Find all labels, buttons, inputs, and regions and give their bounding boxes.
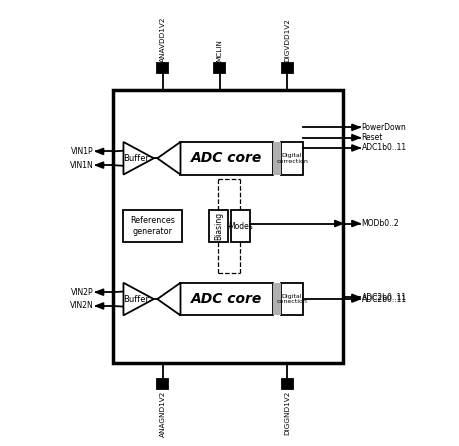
Text: Digital
correction: Digital correction xyxy=(275,153,308,164)
Bar xyxy=(280,283,302,315)
Bar xyxy=(213,63,225,73)
Text: DIGVDD1V2: DIGVDD1V2 xyxy=(284,18,290,62)
Text: References
generator: References generator xyxy=(130,216,175,236)
Text: PowerDown: PowerDown xyxy=(361,123,405,132)
Text: VIN2P: VIN2P xyxy=(71,288,94,297)
Polygon shape xyxy=(351,294,359,301)
Bar xyxy=(208,210,227,243)
Bar xyxy=(281,379,292,389)
Text: DIGGND1V2: DIGGND1V2 xyxy=(284,390,290,435)
Polygon shape xyxy=(157,142,180,174)
Bar xyxy=(230,210,249,243)
Polygon shape xyxy=(351,124,359,131)
Polygon shape xyxy=(95,148,103,154)
Bar xyxy=(281,63,292,73)
Polygon shape xyxy=(95,162,103,168)
Bar xyxy=(157,379,168,389)
Text: ADC core: ADC core xyxy=(191,292,262,306)
Text: Reset: Reset xyxy=(361,133,382,142)
Polygon shape xyxy=(95,289,103,295)
Text: VIN1P: VIN1P xyxy=(71,147,94,156)
Text: ADC2b0..11: ADC2b0..11 xyxy=(361,293,406,302)
Bar xyxy=(180,142,273,174)
Bar xyxy=(280,142,302,174)
Text: Modes: Modes xyxy=(228,222,252,231)
Polygon shape xyxy=(95,303,103,309)
Polygon shape xyxy=(157,283,180,315)
Bar xyxy=(120,273,304,319)
Polygon shape xyxy=(123,283,153,315)
Bar xyxy=(180,283,273,315)
Bar xyxy=(273,142,280,174)
Text: ADC core: ADC core xyxy=(191,151,262,165)
Bar xyxy=(273,283,280,315)
Polygon shape xyxy=(351,135,359,141)
Bar xyxy=(157,63,168,73)
Text: ADC2b0..11: ADC2b0..11 xyxy=(361,294,406,304)
Bar xyxy=(112,90,342,363)
Polygon shape xyxy=(351,145,359,151)
Text: Buffer: Buffer xyxy=(123,294,149,304)
Text: ANAVDD1V2: ANAVDD1V2 xyxy=(159,16,165,62)
Text: MCLIN: MCLIN xyxy=(216,39,222,62)
Bar xyxy=(120,132,304,179)
Text: ANAGND1V2: ANAGND1V2 xyxy=(159,390,165,437)
Text: Buffer: Buffer xyxy=(123,154,149,163)
Polygon shape xyxy=(123,142,153,174)
Polygon shape xyxy=(351,220,359,227)
Text: ADC1b0..11: ADC1b0..11 xyxy=(361,144,406,153)
Polygon shape xyxy=(334,220,342,227)
Text: Digital
conection: Digital conection xyxy=(276,293,307,305)
Polygon shape xyxy=(351,296,359,302)
Text: MODb0..2: MODb0..2 xyxy=(361,219,398,228)
Bar xyxy=(123,210,182,243)
Text: VIN2N: VIN2N xyxy=(70,301,94,310)
Text: Biasing: Biasing xyxy=(213,212,222,240)
Text: VIN1N: VIN1N xyxy=(70,161,94,169)
